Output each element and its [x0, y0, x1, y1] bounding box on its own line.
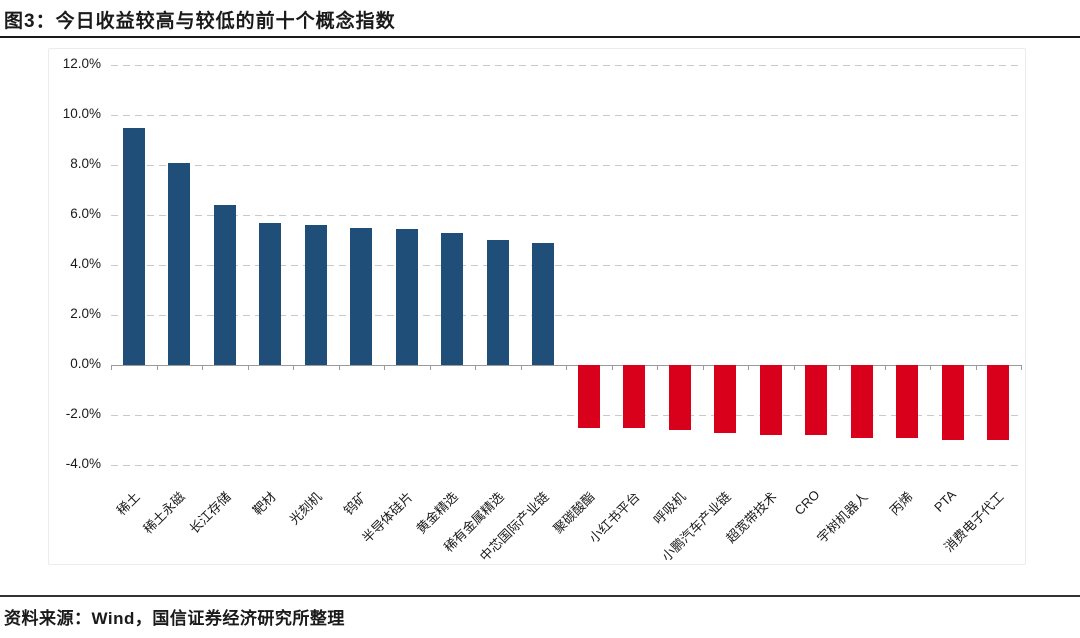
- bar-gainer: [395, 228, 418, 365]
- gridline: [111, 315, 1021, 316]
- axis-tick: [156, 365, 158, 370]
- category-label: 稀土永磁: [140, 489, 188, 537]
- bar-gainer: [486, 240, 509, 365]
- y-axis-label: -2.0%: [65, 406, 101, 421]
- chart-container: 12.0% 10.0% 8.0% 6.0% 4.0% 2.0% 0.0% -2.0% -4.0%…: [48, 48, 1026, 565]
- axis-tick: [475, 365, 476, 370]
- bar-gainer: [122, 127, 145, 365]
- gridline: [111, 115, 1021, 116]
- y-axis-label: 10.0%: [62, 106, 101, 121]
- axis-tick: [293, 365, 294, 370]
- bar-gainer: [304, 225, 327, 365]
- y-axis-label: 4.0%: [70, 256, 101, 271]
- axis-tick: [839, 365, 840, 370]
- bar-loser: [941, 365, 964, 440]
- source-divider: [0, 595, 1080, 597]
- bar-loser: [714, 365, 737, 433]
- axis-tick: [111, 365, 112, 370]
- plot-area: 12.0% 10.0% 8.0% 6.0% 4.0% 2.0% 0.0% -2.0% -4.0%…: [49, 49, 1027, 566]
- y-axis-label: 12.0%: [62, 56, 101, 71]
- bar-loser: [577, 365, 600, 428]
- axis-tick: [1021, 365, 1022, 370]
- gridline: [111, 215, 1021, 216]
- bar-gainer: [532, 242, 555, 365]
- y-axis-label: 2.0%: [70, 306, 101, 321]
- axis-tick: [930, 365, 931, 370]
- bar-gainer: [213, 205, 236, 365]
- axis-tick: [520, 365, 522, 370]
- axis-tick: [429, 365, 431, 370]
- axis-tick: [748, 365, 749, 370]
- axis-tick: [793, 365, 795, 370]
- gridline: [111, 415, 1021, 416]
- bar-loser: [805, 365, 828, 435]
- category-label: PTA: [931, 487, 960, 515]
- bar-gainer: [441, 232, 464, 365]
- y-axis-label: 6.0%: [70, 206, 101, 221]
- gridline: [111, 65, 1021, 66]
- axis-tick: [611, 365, 613, 370]
- gridline: [111, 465, 1021, 466]
- bar-loser: [623, 365, 646, 428]
- axis-tick: [975, 365, 977, 370]
- axis-tick: [247, 365, 249, 370]
- category-label: 靶材: [249, 489, 279, 519]
- category-label: 长江存储: [186, 489, 234, 537]
- bar-gainer: [350, 227, 373, 365]
- gridline: [111, 165, 1021, 166]
- y-axis-label: -4.0%: [65, 456, 101, 471]
- axis-tick: [657, 365, 658, 370]
- gridline: [111, 265, 1021, 266]
- bar-gainer: [259, 222, 282, 365]
- axis-tick: [202, 365, 203, 370]
- bar-loser: [987, 365, 1010, 440]
- category-label: 钨矿: [340, 489, 370, 519]
- bar-loser: [850, 365, 873, 438]
- y-axis-label: 8.0%: [70, 156, 101, 171]
- axis-tick: [702, 365, 704, 370]
- title-divider: [0, 36, 1080, 38]
- bar-loser: [759, 365, 782, 435]
- axis-tick: [384, 365, 385, 370]
- axis-tick: [566, 365, 567, 370]
- source-text: 资料来源：Wind，国信证券经济研究所整理: [4, 609, 345, 628]
- category-label: 光刻机: [286, 489, 325, 528]
- axis-tick: [338, 365, 340, 370]
- figure-title: 图3：今日收益较高与较低的前十个概念指数: [4, 11, 396, 32]
- category-label: CRO: [791, 487, 823, 519]
- category-label: 丙烯: [886, 489, 916, 519]
- category-label: 呼吸机: [650, 489, 689, 528]
- bar-loser: [896, 365, 919, 438]
- bar-gainer: [168, 162, 191, 365]
- bar-loser: [668, 365, 691, 430]
- y-axis-label: 0.0%: [70, 356, 101, 371]
- axis-tick: [884, 365, 886, 370]
- category-label: 稀土: [113, 489, 143, 519]
